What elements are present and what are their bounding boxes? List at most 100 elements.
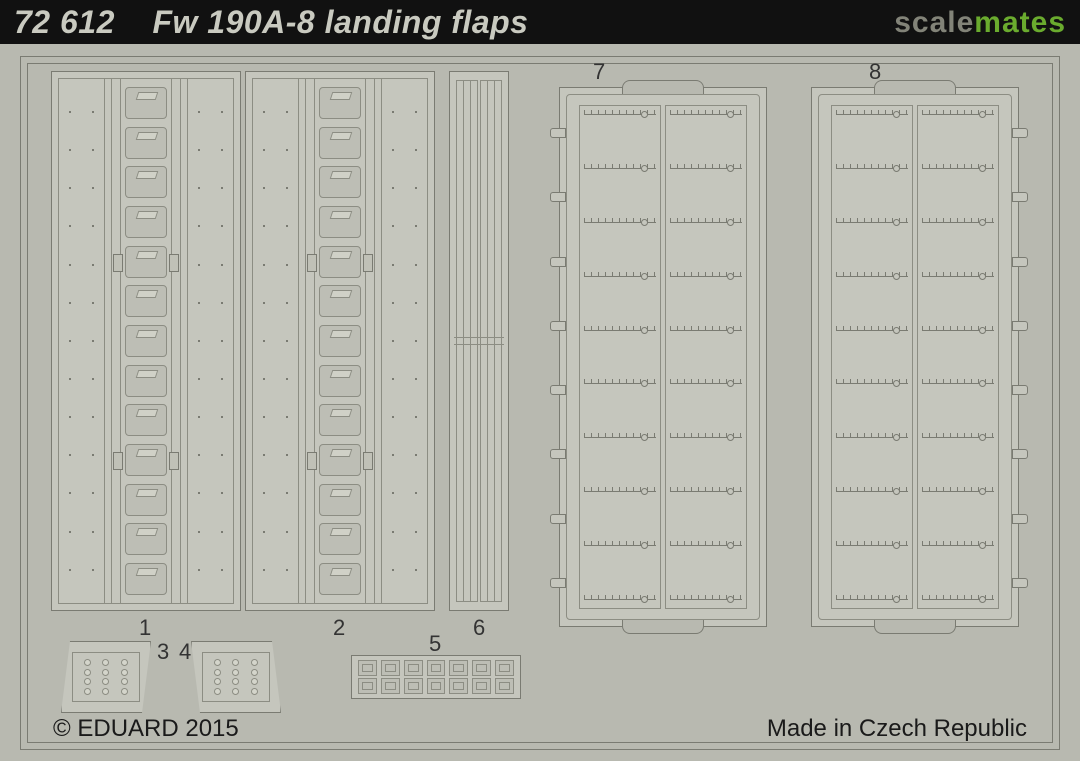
rib bbox=[125, 127, 167, 159]
product-name: Fw 190A-8 landing flaps bbox=[152, 4, 528, 40]
dot bbox=[84, 669, 91, 676]
dot bbox=[121, 688, 128, 695]
rail bbox=[365, 79, 375, 603]
rivet bbox=[263, 531, 265, 533]
shell-rib bbox=[836, 491, 908, 492]
rivet bbox=[92, 340, 94, 342]
rivet bbox=[198, 531, 200, 533]
rivet bbox=[263, 378, 265, 380]
rivet bbox=[415, 378, 417, 380]
shell-rib bbox=[670, 491, 742, 492]
rivet bbox=[392, 149, 394, 151]
part-label-4: 4 bbox=[179, 639, 191, 665]
lug bbox=[1012, 514, 1028, 524]
rivet-row bbox=[253, 531, 298, 533]
rivet bbox=[69, 569, 71, 571]
rivet-row bbox=[188, 187, 233, 189]
rivet bbox=[263, 111, 265, 113]
rivet bbox=[221, 416, 223, 418]
rivet-row bbox=[188, 416, 233, 418]
rivet bbox=[415, 416, 417, 418]
rivet bbox=[415, 492, 417, 494]
dot bbox=[102, 659, 109, 666]
rivet bbox=[198, 569, 200, 571]
lug bbox=[550, 385, 566, 395]
rivet bbox=[415, 569, 417, 571]
rivet bbox=[92, 531, 94, 533]
rivet bbox=[198, 225, 200, 227]
shell-rib bbox=[670, 437, 742, 438]
rivet bbox=[263, 492, 265, 494]
lug bbox=[1012, 257, 1028, 267]
rivet-row bbox=[382, 569, 427, 571]
rivet-row bbox=[59, 492, 104, 494]
rivet-row bbox=[382, 416, 427, 418]
dot bbox=[232, 659, 239, 666]
cell bbox=[381, 678, 400, 694]
dot bbox=[102, 669, 109, 676]
dot bbox=[102, 678, 109, 685]
rivet bbox=[392, 264, 394, 266]
lug bbox=[550, 321, 566, 331]
hinge bbox=[113, 452, 123, 470]
rivet-row bbox=[253, 340, 298, 342]
rib bbox=[125, 87, 167, 119]
rivet bbox=[92, 302, 94, 304]
lug bbox=[1012, 385, 1028, 395]
shell-tab bbox=[622, 620, 704, 634]
rivet bbox=[415, 149, 417, 151]
cell bbox=[404, 678, 423, 694]
shell-rib bbox=[584, 276, 656, 277]
part-1-rivets-left bbox=[59, 79, 105, 603]
rivet bbox=[263, 416, 265, 418]
rivet bbox=[263, 149, 265, 151]
dot bbox=[121, 678, 128, 685]
cell bbox=[404, 660, 423, 676]
dot bbox=[251, 688, 258, 695]
rivet-row bbox=[253, 111, 298, 113]
part-7 bbox=[559, 87, 767, 627]
rib bbox=[319, 444, 361, 476]
rivet bbox=[198, 378, 200, 380]
rib bbox=[125, 523, 167, 555]
rivet-row bbox=[188, 340, 233, 342]
rivet bbox=[286, 187, 288, 189]
rivet bbox=[415, 111, 417, 113]
shell-rib bbox=[670, 222, 742, 223]
part-label-7: 7 bbox=[593, 59, 605, 85]
part-label-1: 1 bbox=[139, 615, 151, 641]
rivet-row bbox=[382, 149, 427, 151]
dot bbox=[251, 659, 258, 666]
dot bbox=[232, 678, 239, 685]
rivet bbox=[392, 340, 394, 342]
rivet-row bbox=[188, 569, 233, 571]
rivet-row bbox=[253, 378, 298, 380]
shell-rib bbox=[584, 383, 656, 384]
rib bbox=[319, 166, 361, 198]
rib bbox=[319, 127, 361, 159]
dot bbox=[232, 669, 239, 676]
rivet bbox=[392, 492, 394, 494]
rivet bbox=[392, 378, 394, 380]
rivet bbox=[286, 149, 288, 151]
panel bbox=[831, 105, 913, 609]
rivet-row bbox=[253, 225, 298, 227]
shell-rib bbox=[836, 383, 908, 384]
rivet bbox=[392, 302, 394, 304]
shell-rib bbox=[836, 222, 908, 223]
rivet-row bbox=[188, 111, 233, 113]
cell bbox=[495, 660, 514, 676]
made-in: Made in Czech Republic bbox=[767, 715, 1027, 743]
rivet-row bbox=[382, 302, 427, 304]
rib bbox=[319, 404, 361, 436]
shell-rib bbox=[584, 114, 656, 115]
panel bbox=[665, 105, 747, 609]
rivet bbox=[221, 454, 223, 456]
hinge bbox=[363, 452, 373, 470]
part-5-row bbox=[358, 678, 514, 694]
rivet bbox=[198, 149, 200, 151]
dot bbox=[84, 688, 91, 695]
rivet bbox=[263, 454, 265, 456]
part-5-row bbox=[358, 660, 514, 676]
rivet bbox=[221, 569, 223, 571]
